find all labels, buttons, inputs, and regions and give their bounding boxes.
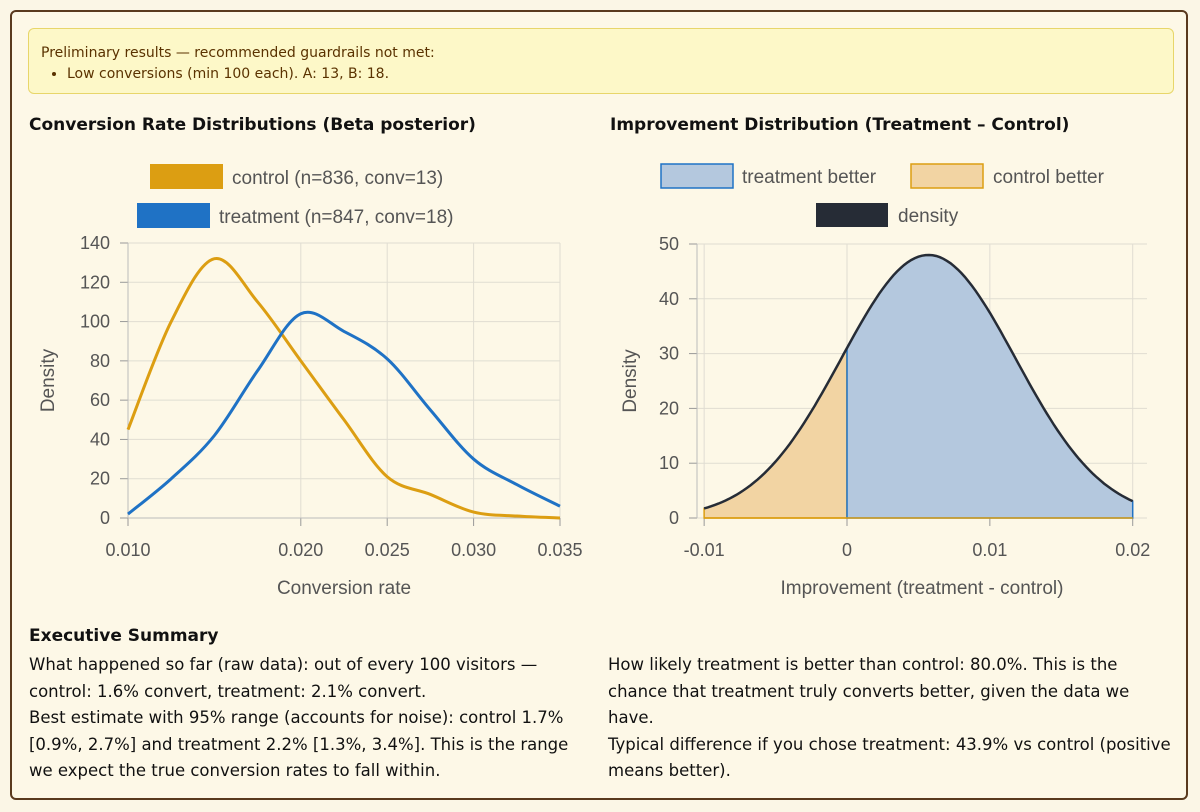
- y-tick-label: 0: [100, 508, 110, 528]
- x-tick-label: 0.025: [365, 540, 410, 560]
- x-tick-label: 0: [842, 540, 852, 560]
- legend-swatch-treatment-better: [660, 163, 734, 189]
- alert-title: Preliminary results — recommended guardr…: [41, 45, 435, 61]
- summary-left: What happened so far (raw data): out of …: [29, 652, 595, 785]
- alert-item: Low conversions (min 100 each). A: 13, B…: [67, 64, 1161, 85]
- legend-label-treatment-better: treatment better: [742, 167, 877, 188]
- y-tick-label: 10: [659, 453, 679, 473]
- x-tick-label: 0.020: [278, 540, 323, 560]
- y-tick-label: 20: [90, 469, 110, 489]
- y-tick-label: 50: [659, 234, 679, 254]
- y-axis-label: Density: [620, 349, 641, 413]
- summary-raw-data: What happened so far (raw data): out of …: [29, 655, 538, 701]
- y-tick-label: 120: [80, 272, 110, 292]
- control-density-line: [126, 257, 561, 520]
- legend-swatch-control: [150, 164, 223, 189]
- legend-swatch-density: [816, 203, 888, 227]
- legend-label-density: density: [898, 206, 959, 227]
- y-tick-label: 80: [90, 351, 110, 371]
- treatment-density-line: [127, 310, 561, 516]
- y-tick-label: 0: [669, 508, 679, 528]
- y-tick-label: 100: [80, 312, 110, 332]
- x-tick-label: 0.035: [537, 540, 582, 560]
- y-tick-label: 40: [659, 289, 679, 309]
- right-chart-heading: Improvement Distribution (Treatment – Co…: [610, 115, 1070, 135]
- x-tick-label: 0.01: [972, 540, 1007, 560]
- y-tick-label: 60: [90, 390, 110, 410]
- x-tick-label: 0.010: [105, 540, 150, 560]
- y-tick-label: 140: [80, 233, 110, 253]
- y-tick-label: 20: [659, 398, 679, 418]
- guardrail-alert: Preliminary results — recommended guardr…: [28, 28, 1174, 94]
- conversion-rate-chart: control (n=836, conv=13) treatment (n=847…: [38, 164, 583, 599]
- summary-estimate: Best estimate with 95% range (accounts f…: [29, 708, 569, 780]
- legend-label-treatment: treatment (n=847, conv=18): [219, 207, 453, 228]
- x-axis-label: Improvement (treatment - control): [781, 578, 1064, 599]
- x-tick-label: -0.01: [684, 540, 725, 560]
- control-better-area: [703, 347, 848, 519]
- legend-swatch-control-better: [910, 163, 984, 189]
- summary-probability: How likely treatment is better than cont…: [608, 655, 1130, 727]
- y-tick-label: 30: [659, 344, 679, 364]
- x-axis-label: Conversion rate: [277, 578, 411, 599]
- legend-swatch-treatment: [137, 203, 210, 228]
- alert-list: Low conversions (min 100 each). A: 13, B…: [41, 64, 1161, 85]
- y-axis-label: Density: [38, 348, 59, 412]
- x-tick-label: 0.030: [451, 540, 496, 560]
- legend-label-control: control (n=836, conv=13): [232, 168, 443, 189]
- density-line: [703, 253, 1134, 510]
- improvement-chart: treatment better control better density 0 10…: [620, 163, 1150, 599]
- x-tick-label: 0.02: [1115, 540, 1150, 560]
- left-chart-heading: Conversion Rate Distributions (Beta post…: [29, 115, 476, 135]
- summary-difference: Typical difference if you chose treatmen…: [608, 734, 1171, 781]
- y-tick-label: 40: [90, 429, 110, 449]
- summary-right: How likely treatment is better than cont…: [608, 652, 1178, 785]
- summary-title: Executive Summary: [29, 626, 219, 646]
- legend-label-control-better: control better: [993, 167, 1105, 188]
